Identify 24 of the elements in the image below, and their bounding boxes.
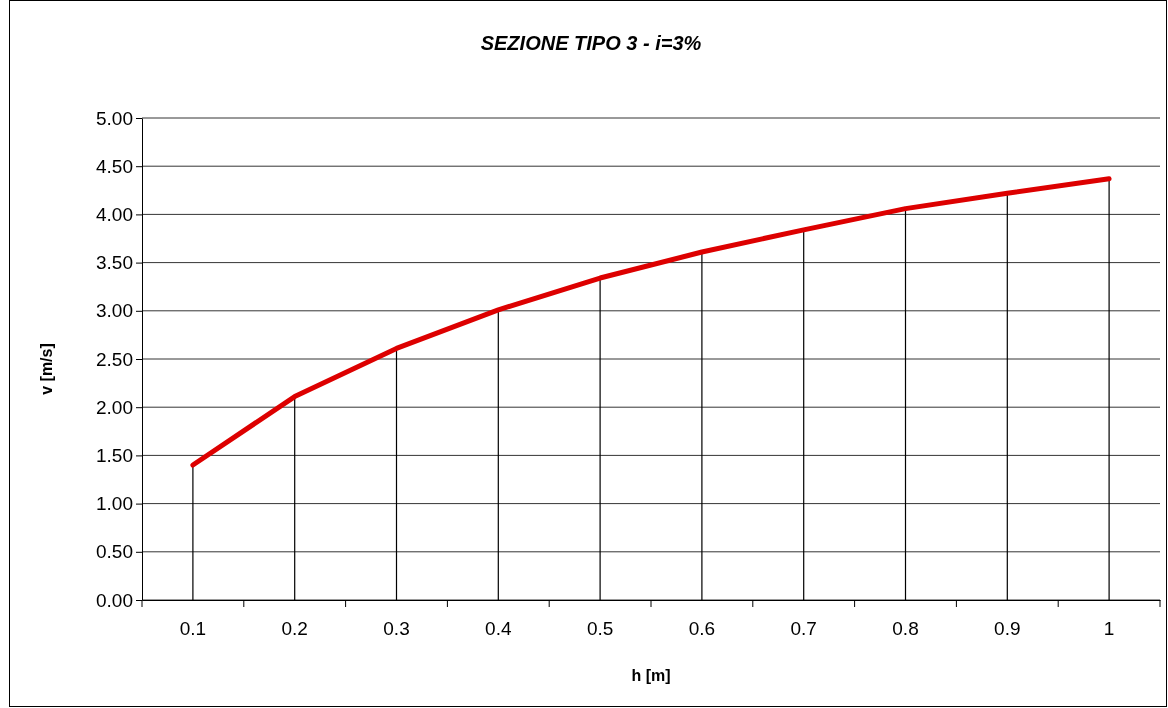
y-tick-label: 5.00 (96, 107, 133, 129)
y-tick-label: 0.50 (96, 541, 133, 563)
y-tick-label: 2.00 (96, 396, 133, 418)
x-axis-title: h [m] (631, 667, 671, 684)
chart-title: SEZIONE TIPO 3 - i=3% (480, 32, 702, 54)
x-tick-label: 0.8 (892, 618, 919, 640)
y-tick-label: 2.50 (96, 348, 133, 370)
y-tick-label: 4.00 (96, 203, 133, 225)
y-tick-label: 1.00 (96, 493, 133, 515)
x-tick-label: 0.7 (790, 618, 817, 640)
x-tick-label: 0.4 (485, 618, 512, 640)
y-tick-label: 3.50 (96, 252, 133, 274)
x-tick-label: 0.2 (281, 618, 308, 640)
y-tick-label: 4.50 (96, 155, 133, 177)
x-tick-label: 1 (1103, 618, 1115, 640)
y-tick-label: 3.00 (96, 300, 133, 322)
x-tick-label: 0.6 (688, 618, 716, 640)
x-tick-label: 0.1 (179, 618, 207, 640)
y-axis-title: v [m/s] (38, 343, 55, 395)
x-tick-label: 0.9 (994, 618, 1021, 640)
y-tick-label: 0.00 (96, 589, 133, 611)
y-tick-label: 1.50 (96, 444, 133, 466)
x-tick-label: 0.3 (383, 618, 410, 640)
x-tick-label: 0.5 (586, 618, 614, 640)
